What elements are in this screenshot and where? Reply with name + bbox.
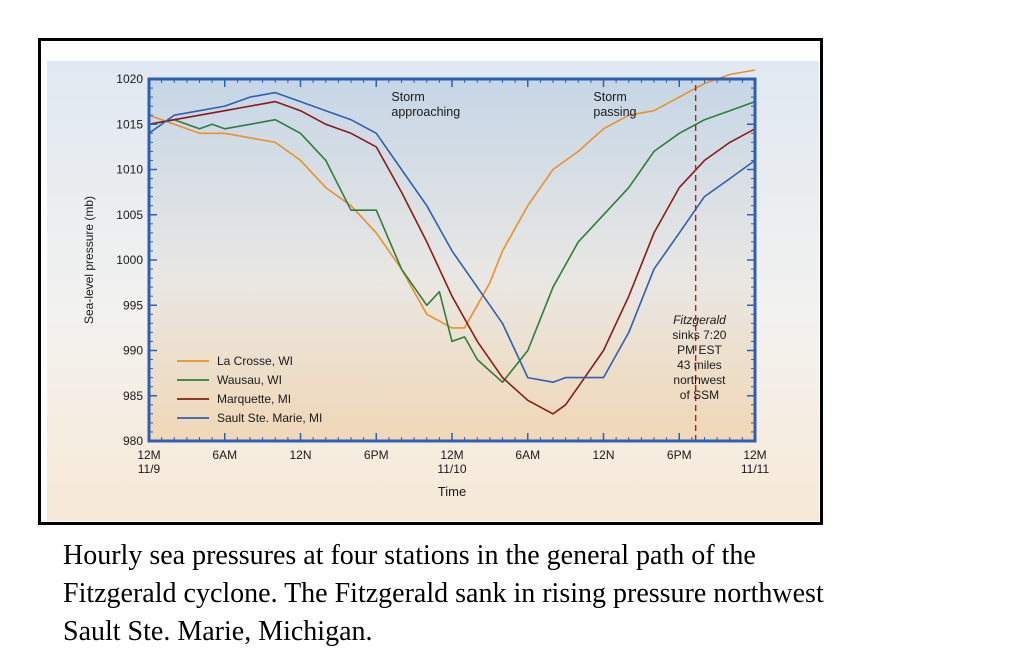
y-tick-label: 985 [123,389,143,403]
plot-area [149,79,755,441]
y-tick-label: 1010 [116,163,143,177]
series-line-marquette-mi [148,100,756,415]
y-tick-label: 1005 [116,208,143,222]
x-tick-label: 12M [743,448,766,462]
series-line-sault-ste-marie-mi [148,91,756,384]
annotation-line: sinks 7:20 [672,328,726,342]
annotation-line: Storm [593,90,626,104]
x-tick-label: 6PM [667,448,692,462]
caption-line: Fitzgerald cyclone. The Fitzgerald sank … [63,578,824,609]
annotation-line: approaching [391,105,460,119]
caption-line: Hourly sea pressures at four stations in… [63,540,756,571]
legend-label: Marquette, MI [217,392,291,406]
figure-frame: 980 985 990 995 1000 1005 1010 1015 1020 12M 11/9 6… [38,38,823,525]
annotation-line: PM EST [677,343,722,357]
x-tick-label: 12M [137,448,160,462]
y-tick-label: 995 [123,298,143,312]
x-tick-label: 12N [289,448,311,462]
x-tick-sublabel: 11/11 [741,462,770,476]
series-line-la-crosse-wi [148,69,756,329]
x-tick-sublabel: 11/10 [437,462,466,476]
y-tick-label: 1015 [116,117,143,131]
legend-label: Wausau, WI [217,373,282,387]
y-tick-label: 990 [123,344,143,358]
legend-label: Sault Ste. Marie, MI [217,411,322,425]
x-tick-label: 6AM [515,448,540,462]
annotation-line: passing [593,105,636,119]
caption-line: Sault Ste. Marie, Michigan. [63,616,373,647]
annotation-line: Fitzgerald [673,313,726,327]
x-tick-label: 6AM [212,448,237,462]
annotation-line: northwest [673,373,726,387]
annotation-line: Storm [391,90,424,104]
chart: 9809859909951000100510101015102012M11/96… [47,61,819,521]
y-tick-label: 1000 [116,253,143,267]
x-tick-sublabel: 11/9 [138,462,161,476]
y-axis-label: Sea-level pressure (mb) [82,196,96,324]
caption: Hourly sea pressures at four stations in… [63,537,1013,651]
annotation-line: 43 miles [677,358,722,372]
x-tick-label: 12N [592,448,614,462]
x-tick-label: 12M [440,448,463,462]
series-line-wausau-wi [148,100,756,384]
x-tick-label: 6PM [364,448,389,462]
y-tick-label: 1020 [116,72,143,86]
x-axis-label: Time [438,484,466,499]
y-tick-label: 980 [123,434,143,448]
annotation-line: of SSM [680,388,719,402]
legend-label: La Crosse, WI [217,354,293,368]
